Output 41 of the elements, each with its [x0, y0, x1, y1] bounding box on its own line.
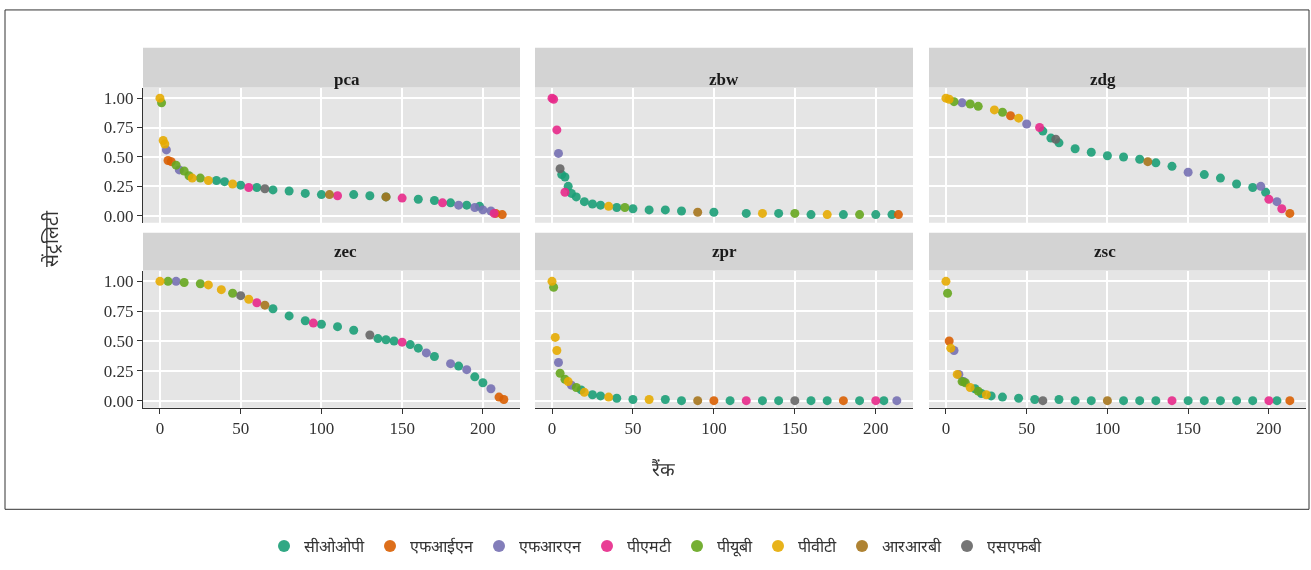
legend-label: एसएफबी [987, 537, 1042, 557]
y-tick-label: 0.25 [103, 361, 134, 381]
y-axis-title: सेंट्रलिटी [40, 209, 63, 267]
x-tick-label: 50 [624, 419, 642, 439]
legend-label: आरआरबी [882, 537, 942, 557]
x-tick-label: 200 [863, 419, 889, 439]
y-tick-label: 0.00 [103, 206, 134, 226]
x-tick-label: 0 [155, 419, 165, 439]
x-tick-label: 150 [1175, 419, 1201, 439]
chart-title: pca [334, 70, 360, 89]
legend-label: पीयूबी [717, 537, 753, 558]
legend-label: एफआरएन [519, 537, 582, 557]
chart-title: zsc [1094, 242, 1117, 261]
legend-label: एफआईएन [410, 537, 474, 557]
y-tick-label: 0.25 [103, 177, 134, 197]
legend-label: पीएमटी [627, 537, 672, 557]
x-tick-label: 200 [470, 419, 496, 439]
x-tick-label: 100 [308, 419, 335, 439]
legend-label: सीओओपी [304, 537, 365, 557]
x-tick-label: 150 [389, 419, 415, 439]
chart-title: zec [334, 242, 358, 261]
y-tick-label: 0.50 [103, 147, 134, 167]
y-tick-label: 1.00 [103, 89, 134, 109]
x-tick-label: 200 [1256, 419, 1282, 439]
chart-title: zbw [709, 70, 739, 89]
y-tick-label: 0.75 [103, 302, 134, 322]
x-tick-label: 50 [232, 419, 250, 439]
x-tick-label: 50 [1018, 419, 1036, 439]
chart-title: zpr [712, 242, 737, 261]
y-tick-label: 0.50 [103, 331, 134, 351]
x-tick-label: 0 [547, 419, 557, 439]
x-tick-label: 0 [941, 419, 951, 439]
y-tick-label: 0.00 [103, 391, 134, 411]
x-tick-label: 100 [1094, 419, 1121, 439]
x-axis-title: रैंक [651, 458, 675, 480]
chart-title: zdg [1090, 70, 1116, 89]
y-tick-label: 0.75 [103, 118, 134, 138]
legend-label: पीवीटी [798, 537, 837, 557]
x-tick-label: 100 [701, 419, 727, 439]
y-tick-label: 1.00 [103, 272, 134, 292]
x-tick-label: 150 [782, 419, 808, 439]
